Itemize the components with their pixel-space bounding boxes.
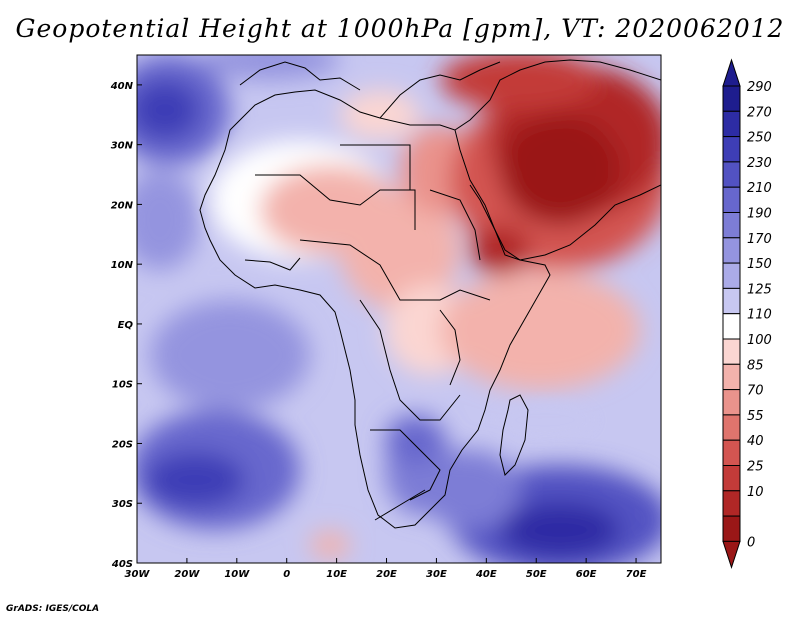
- colorbar-label: 110: [747, 308, 772, 323]
- lon-tick-label: 70E: [626, 569, 647, 580]
- colorbar-label: 70: [747, 384, 764, 399]
- colorbar-label: 85: [747, 358, 764, 373]
- colorbar-label: 230: [747, 156, 772, 171]
- colorbar-max-arrow: [722, 58, 741, 87]
- lat-tick-label: 40N: [110, 81, 134, 92]
- colorbar-label: 55: [747, 409, 764, 424]
- lat-tick-label: 20S: [112, 439, 133, 450]
- colorbar-label: 290: [747, 80, 772, 95]
- lon-tick-label: 20W: [174, 569, 200, 580]
- colorbar-swatch: [722, 465, 741, 492]
- colorbar-label: 25: [747, 460, 764, 475]
- colorbar-swatch: [722, 363, 741, 391]
- colorbar-swatch: [722, 136, 741, 163]
- colorbar-swatch: [722, 414, 741, 441]
- lat-tick-label: EQ: [118, 320, 134, 331]
- colorbar-swatch: [722, 85, 741, 112]
- latitude-ticks: 40N 30N 20N 10N EQ 10S 20S 30S 40S: [110, 81, 142, 570]
- colorbar-label: 170: [747, 232, 772, 247]
- colorbar-min-arrow: [722, 540, 741, 570]
- colorbar-label: 150: [747, 257, 772, 272]
- lat-tick-label: 10N: [111, 260, 134, 271]
- shaded-field: [137, 55, 661, 563]
- lat-tick-label: 40S: [111, 559, 133, 570]
- colorbar-swatch: [722, 262, 741, 289]
- colorbar-swatch: [722, 389, 741, 416]
- lon-tick-label: 0: [283, 569, 290, 580]
- lon-tick-label: 10W: [224, 569, 250, 580]
- lon-tick-label: 30W: [125, 569, 151, 580]
- colorbar-label: 190: [747, 207, 772, 222]
- colorbar-label: 100: [747, 333, 772, 348]
- colorbar-swatch: [722, 186, 741, 213]
- colorbar-swatch: [722, 161, 741, 188]
- colorbar-label: 0: [747, 535, 755, 550]
- coastlines: [199, 59, 661, 529]
- colorbar-swatch: [722, 490, 741, 517]
- colorbar-label: 125: [747, 282, 772, 297]
- colorbar-swatch: [722, 439, 741, 467]
- map-title: Geopotential Height at 1000hPa [gpm], VT…: [15, 14, 785, 43]
- colorbar-label: 10: [747, 485, 764, 500]
- colorbar-swatch: [722, 287, 741, 315]
- colorbar-swatch: [722, 237, 741, 264]
- lat-tick-label: 30N: [111, 141, 134, 152]
- lon-tick-label: 40E: [475, 569, 497, 580]
- colorbar-swatch: [722, 212, 741, 239]
- colorbar-swatch: [722, 515, 741, 542]
- lon-tick-label: 30E: [426, 569, 447, 580]
- lat-tick-label: 10S: [112, 380, 133, 391]
- footer-credit: GrADS: IGES/COLA: [6, 604, 100, 614]
- colorbar: 2902702502302101901701501251101008570554…: [722, 58, 772, 570]
- colorbar-label: 250: [747, 131, 772, 146]
- colorbar-swatch: [722, 110, 741, 138]
- colorbar-swatch: [722, 313, 741, 340]
- colorbar-label: 40: [747, 434, 764, 449]
- colorbar-label: 270: [747, 105, 772, 120]
- lat-tick-label: 20N: [111, 200, 134, 211]
- lat-tick-label: 30S: [112, 499, 133, 510]
- map-frame: [136, 54, 662, 564]
- longitude-ticks: 30W 20W 10W 0 10E 20E 30E 40E 50E 60E 70E: [125, 558, 647, 580]
- colorbar-swatch: [722, 338, 741, 365]
- lon-tick-label: 20E: [376, 569, 397, 580]
- lon-tick-label: 60E: [576, 569, 597, 580]
- colorbar-label: 210: [747, 181, 772, 196]
- lon-tick-label: 10E: [326, 569, 347, 580]
- lon-tick-label: 50E: [526, 569, 547, 580]
